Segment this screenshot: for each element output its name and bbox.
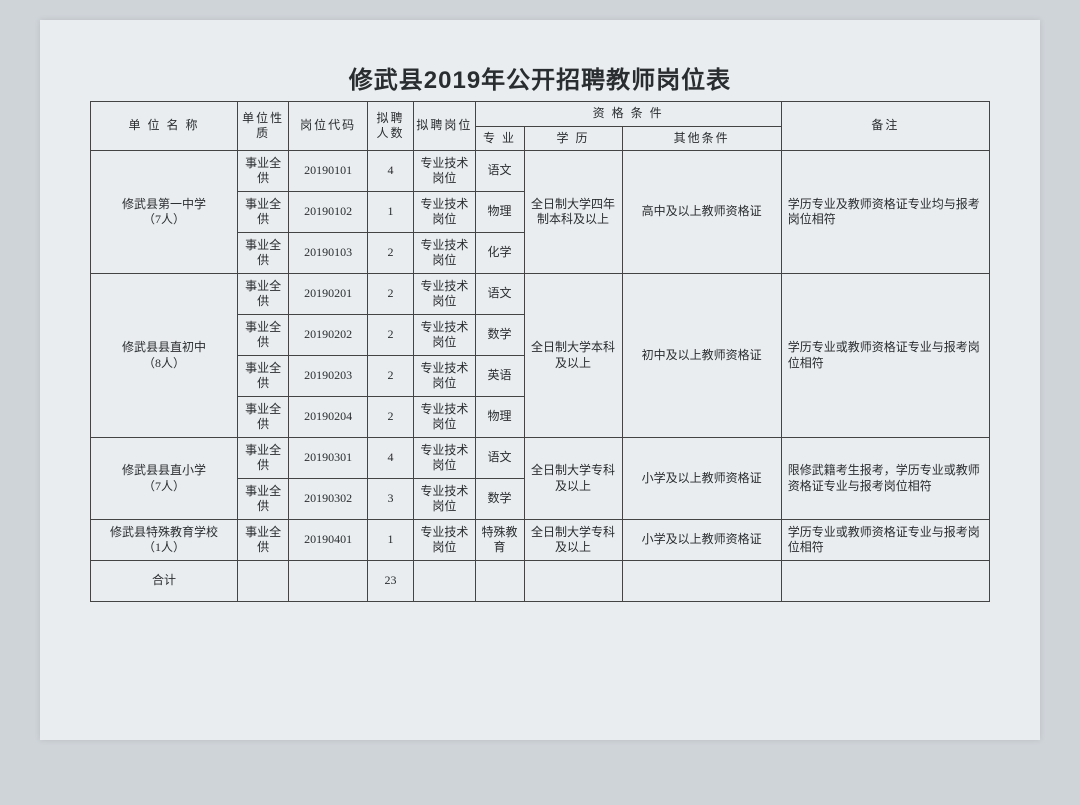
page-title: 修武县2019年公开招聘教师岗位表	[90, 60, 990, 95]
cell-empty	[289, 561, 367, 602]
cell-unit: 修武县第一中学（7人）	[91, 151, 238, 274]
cell-code: 20190302	[289, 479, 367, 520]
cell-total-label: 合计	[91, 561, 238, 602]
th-remark: 备注	[781, 102, 989, 151]
th-num: 拟聘人数	[367, 102, 414, 151]
cell-other: 初中及以上教师资格证	[622, 274, 781, 438]
cell-code: 20190401	[289, 520, 367, 561]
cell-code: 20190301	[289, 438, 367, 479]
th-unit: 单 位 名 称	[91, 102, 238, 151]
cell-major: 数学	[475, 479, 524, 520]
th-other: 其他条件	[622, 126, 781, 151]
cell-num: 1	[367, 520, 414, 561]
cell-total-num: 23	[367, 561, 414, 602]
cell-pos: 专业技术岗位	[414, 315, 475, 356]
table-row: 修武县第一中学（7人）事业全供201901014专业技术岗位语文全日制大学四年制…	[91, 151, 990, 192]
cell-empty	[237, 561, 288, 602]
table-row: 修武县县直小学（7人）事业全供201903014专业技术岗位语文全日制大学专科及…	[91, 438, 990, 479]
cell-remark: 学历专业及教师资格证专业均与报考岗位相符	[781, 151, 989, 274]
total-row: 合计 23	[91, 561, 990, 602]
cell-nature: 事业全供	[237, 192, 288, 233]
cell-num: 2	[367, 397, 414, 438]
th-code: 岗位代码	[289, 102, 367, 151]
cell-nature: 事业全供	[237, 274, 288, 315]
cell-num: 4	[367, 438, 414, 479]
cell-pos: 专业技术岗位	[414, 438, 475, 479]
th-nature: 单位性质	[237, 102, 288, 151]
cell-other: 高中及以上教师资格证	[622, 151, 781, 274]
cell-num: 1	[367, 192, 414, 233]
cell-code: 20190203	[289, 356, 367, 397]
th-pos: 拟聘岗位	[414, 102, 475, 151]
cell-edu: 全日制大学本科及以上	[524, 274, 622, 438]
cell-pos: 专业技术岗位	[414, 192, 475, 233]
cell-nature: 事业全供	[237, 315, 288, 356]
cell-num: 2	[367, 315, 414, 356]
cell-pos: 专业技术岗位	[414, 233, 475, 274]
cell-pos: 专业技术岗位	[414, 274, 475, 315]
cell-code: 20190201	[289, 274, 367, 315]
cell-other: 小学及以上教师资格证	[622, 520, 781, 561]
cell-num: 3	[367, 479, 414, 520]
cell-nature: 事业全供	[237, 479, 288, 520]
table-head: 单 位 名 称 单位性质 岗位代码 拟聘人数 拟聘岗位 资 格 条 件 备注 专…	[91, 102, 990, 151]
cell-major: 数学	[475, 315, 524, 356]
cell-unit: 修武县县直初中（8人）	[91, 274, 238, 438]
cell-nature: 事业全供	[237, 356, 288, 397]
cell-unit: 修武县特殊教育学校（1人）	[91, 520, 238, 561]
cell-num: 4	[367, 151, 414, 192]
cell-empty	[475, 561, 524, 602]
cell-pos: 专业技术岗位	[414, 397, 475, 438]
cell-major: 化学	[475, 233, 524, 274]
cell-code: 20190103	[289, 233, 367, 274]
cell-pos: 专业技术岗位	[414, 151, 475, 192]
th-major: 专 业	[475, 126, 524, 151]
cell-major: 语文	[475, 438, 524, 479]
cell-major: 语文	[475, 151, 524, 192]
cell-num: 2	[367, 233, 414, 274]
cell-other: 小学及以上教师资格证	[622, 438, 781, 520]
cell-code: 20190102	[289, 192, 367, 233]
table-row: 修武县特殊教育学校（1人）事业全供201904011专业技术岗位特殊教育全日制大…	[91, 520, 990, 561]
cell-nature: 事业全供	[237, 233, 288, 274]
cell-empty	[622, 561, 781, 602]
cell-pos: 专业技术岗位	[414, 479, 475, 520]
cell-major: 英语	[475, 356, 524, 397]
cell-code: 20190202	[289, 315, 367, 356]
positions-table: 单 位 名 称 单位性质 岗位代码 拟聘人数 拟聘岗位 资 格 条 件 备注 专…	[90, 101, 990, 602]
cell-nature: 事业全供	[237, 151, 288, 192]
cell-major: 特殊教育	[475, 520, 524, 561]
cell-pos: 专业技术岗位	[414, 356, 475, 397]
cell-major: 物理	[475, 192, 524, 233]
cell-nature: 事业全供	[237, 397, 288, 438]
cell-edu: 全日制大学专科及以上	[524, 520, 622, 561]
cell-num: 2	[367, 274, 414, 315]
cell-code: 20190204	[289, 397, 367, 438]
cell-nature: 事业全供	[237, 438, 288, 479]
document-page: 修武县2019年公开招聘教师岗位表 单 位 名 称 单位性质 岗位代码 拟聘人数…	[40, 20, 1040, 740]
th-qual: 资 格 条 件	[475, 102, 781, 127]
cell-num: 2	[367, 356, 414, 397]
cell-pos: 专业技术岗位	[414, 520, 475, 561]
cell-remark: 学历专业或教师资格证专业与报考岗位相符	[781, 520, 989, 561]
cell-remark: 学历专业或教师资格证专业与报考岗位相符	[781, 274, 989, 438]
cell-remark: 限修武籍考生报考，学历专业或教师资格证专业与报考岗位相符	[781, 438, 989, 520]
cell-empty	[524, 561, 622, 602]
cell-edu: 全日制大学专科及以上	[524, 438, 622, 520]
cell-major: 物理	[475, 397, 524, 438]
cell-code: 20190101	[289, 151, 367, 192]
table-row: 修武县县直初中（8人）事业全供201902012专业技术岗位语文全日制大学本科及…	[91, 274, 990, 315]
cell-major: 语文	[475, 274, 524, 315]
cell-nature: 事业全供	[237, 520, 288, 561]
cell-empty	[781, 561, 989, 602]
table-body: 修武县第一中学（7人）事业全供201901014专业技术岗位语文全日制大学四年制…	[91, 151, 990, 602]
cell-unit: 修武县县直小学（7人）	[91, 438, 238, 520]
th-edu: 学 历	[524, 126, 622, 151]
cell-empty	[414, 561, 475, 602]
cell-edu: 全日制大学四年制本科及以上	[524, 151, 622, 274]
